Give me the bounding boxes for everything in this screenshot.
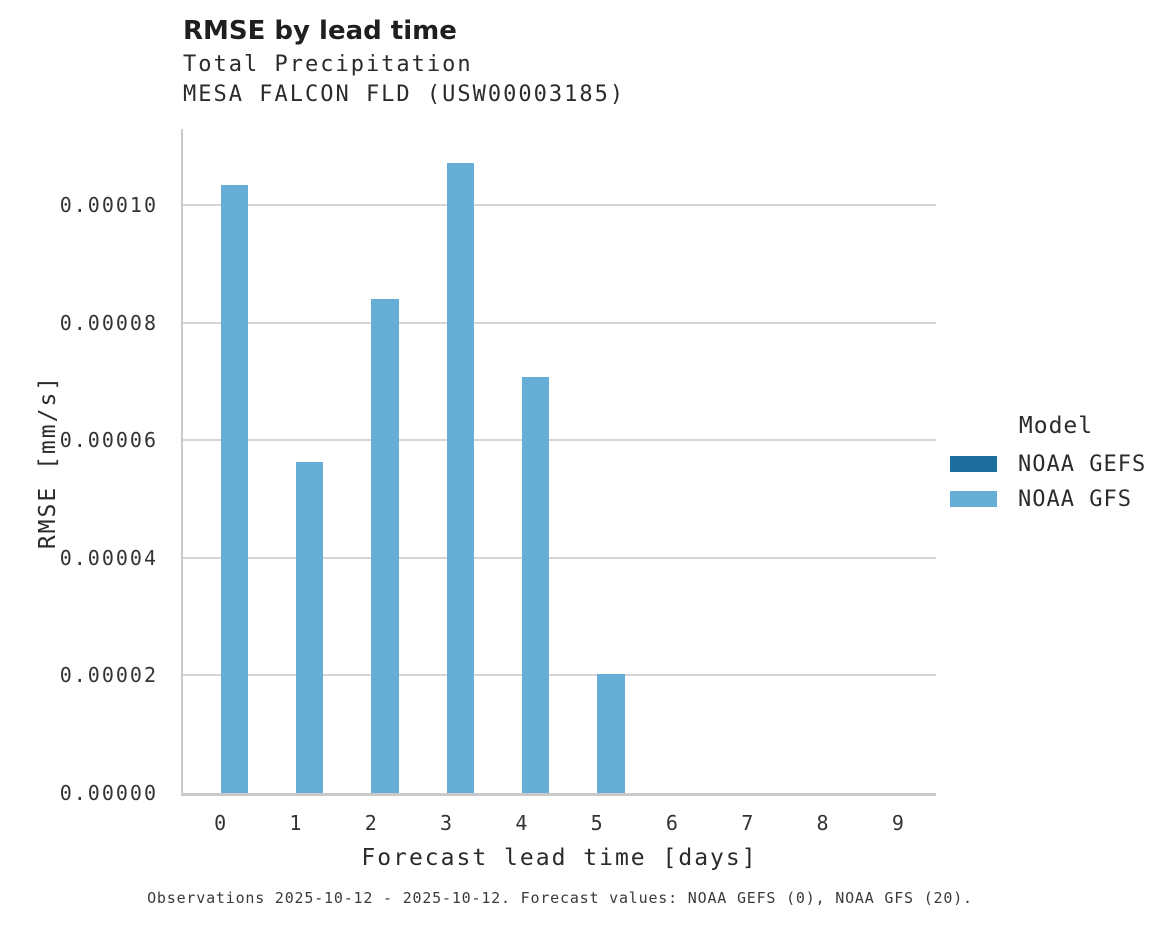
gridline xyxy=(183,556,936,559)
y-tick-label: 0.00006 xyxy=(59,428,158,453)
plot-area xyxy=(183,129,936,793)
chart-subtitle-variable: Total Precipitation xyxy=(183,52,473,77)
x-tick-label: 0 xyxy=(214,811,228,835)
chart-caption: Observations 2025-10-12 - 2025-10-12. Fo… xyxy=(147,889,973,907)
noaa-gfs-swatch-icon xyxy=(950,491,997,507)
legend-title: Model xyxy=(1018,413,1094,439)
x-tick-label: 7 xyxy=(741,811,755,835)
gridline xyxy=(183,321,936,324)
legend: Model NOAA GEFS NOAA GFS xyxy=(950,413,1162,512)
legend-label: NOAA GFS xyxy=(1018,486,1132,512)
noaa-gefs-swatch-icon xyxy=(950,456,997,472)
y-axis-spine xyxy=(181,129,183,794)
bar-noaa-gfs-lead-2 xyxy=(371,299,399,793)
y-tick-label: 0.00002 xyxy=(59,663,158,688)
bar-noaa-gfs-lead-1 xyxy=(295,461,324,793)
x-tick-label: 6 xyxy=(665,811,679,835)
chart-title: RMSE by lead time xyxy=(183,16,457,46)
y-tick-label: 0.00004 xyxy=(59,545,158,570)
gridline xyxy=(183,204,936,207)
y-tick-label: 0.00000 xyxy=(59,781,158,805)
x-tick-label: 2 xyxy=(364,811,378,835)
legend-label: NOAA GEFS xyxy=(1018,451,1147,477)
x-tick-label: 5 xyxy=(590,811,604,835)
y-tick-label: 0.00010 xyxy=(59,193,158,218)
gridline xyxy=(183,439,936,442)
y-axis-title: RMSE [mm/s] xyxy=(35,374,61,550)
x-tick-label: 9 xyxy=(891,811,905,835)
x-tick-label: 8 xyxy=(816,811,830,835)
y-tick-label: 0.00008 xyxy=(59,310,158,335)
legend-item-noaa-gfs: NOAA GFS xyxy=(950,486,1162,512)
gridline xyxy=(183,674,936,677)
x-tick-label: 4 xyxy=(515,811,529,835)
bar-noaa-gfs-lead-3 xyxy=(446,162,475,793)
x-tick-label: 1 xyxy=(289,811,303,835)
x-axis-spine xyxy=(181,793,936,796)
bar-noaa-gfs-lead-0 xyxy=(220,185,249,793)
bar-noaa-gfs-lead-5 xyxy=(597,674,625,793)
x-tick-label: 3 xyxy=(440,811,454,835)
chart-subtitle-station: MESA FALCON FLD (USW00003185) xyxy=(183,82,626,107)
legend-item-noaa-gefs: NOAA GEFS xyxy=(950,451,1162,477)
bar-noaa-gfs-lead-4 xyxy=(521,376,550,793)
x-axis-title: Forecast lead time [days] xyxy=(361,845,758,871)
